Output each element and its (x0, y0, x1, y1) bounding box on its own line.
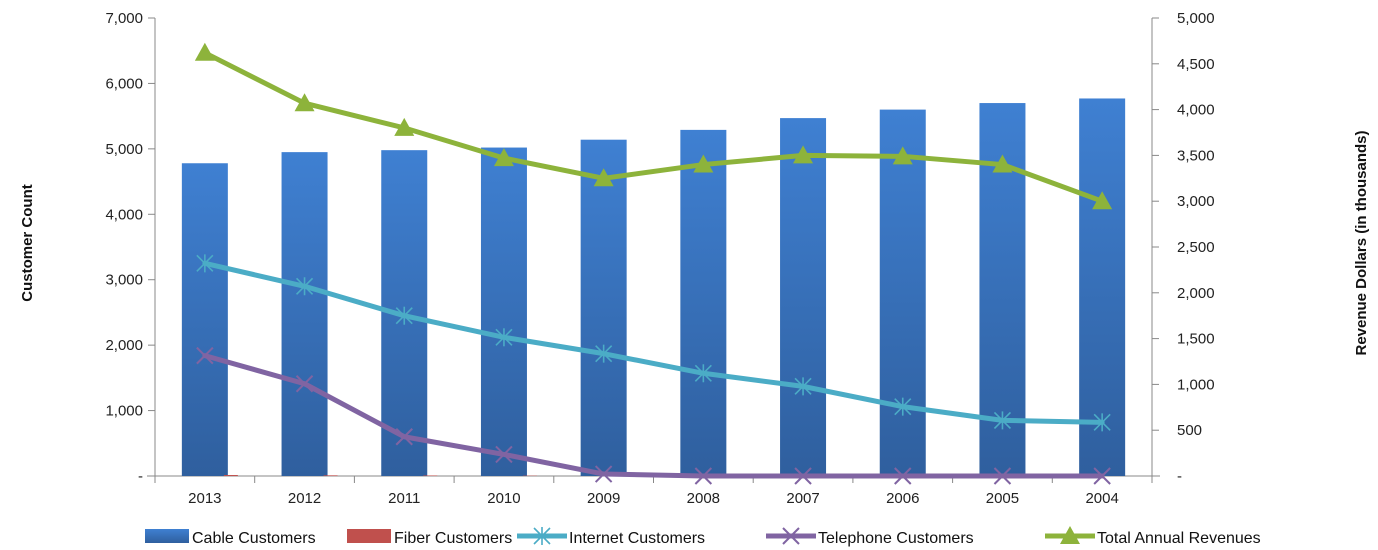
y-right-tick-label: 1,000 (1177, 376, 1215, 393)
point-internet-customers (993, 411, 1012, 430)
bar-cable-customers (281, 152, 328, 476)
x-tick-label: 2012 (288, 490, 321, 507)
line-telephone-customers (202, 353, 1105, 479)
point-internet-customers (794, 377, 812, 396)
bar-fiber-customers (423, 475, 438, 476)
point-internet-customers (1093, 413, 1111, 432)
bar-cable-customers (780, 118, 827, 476)
point-telephone-customers (794, 467, 812, 485)
y-right-tick-label: 2,000 (1177, 285, 1215, 302)
x-tick-label: 2005 (986, 490, 1019, 507)
line-internet-customers (202, 260, 1105, 425)
point-total-annual-revenues (593, 168, 614, 187)
y-axis-right-title: Revenue Dollars (in thousands) (1353, 130, 1370, 355)
point-internet-customers (894, 397, 912, 416)
point-total-annual-revenues (294, 93, 315, 112)
y-right-tick-label: 5,000 (1177, 10, 1215, 27)
legend-label-fiber-customers: Fiber Customers (394, 530, 512, 547)
x-tick-label: 2004 (1085, 490, 1118, 507)
y-left-tick-label: 1,000 (105, 403, 143, 420)
line-total-annual-revenues (202, 50, 1105, 204)
bar-cable-customers (580, 139, 627, 476)
y-left-tick-label: 7,000 (105, 10, 143, 27)
bar-cable-customers (480, 147, 527, 476)
point-telephone-customers (196, 346, 214, 365)
y-right-tick-label: 1,500 (1177, 331, 1215, 348)
legend: Cable Customers Fiber Customers Internet C… (145, 526, 1261, 547)
point-telephone-customers (993, 467, 1012, 485)
legend-marker-total-annual-revenues (1060, 526, 1080, 544)
legend-label-telephone-customers: Telephone Customers (818, 530, 974, 547)
point-internet-customers (595, 344, 613, 363)
y-right-tick-label: 4,000 (1177, 102, 1215, 119)
bar-cable-customers (680, 129, 727, 476)
x-tick-label: 2008 (687, 490, 720, 507)
point-telephone-customers (694, 467, 713, 485)
y-left-tick-label: 5,000 (105, 141, 143, 158)
bar-cable-customers (1079, 98, 1126, 476)
y-left-tick-label: 2,000 (105, 337, 143, 354)
y-right-tick-label: 3,500 (1177, 147, 1215, 164)
y-left-tick-label: 4,000 (105, 206, 143, 223)
point-telephone-customers (894, 467, 912, 485)
x-tick-label: 2010 (487, 490, 520, 507)
tick-labels: - 1,000 2,000 3,000 4,000 5,000 6,000 7,000 - 500… (105, 10, 1214, 507)
bar-cable-customers (879, 109, 926, 476)
y-left-tick-label: 6,000 (105, 75, 143, 92)
y-right-tick-label: 500 (1177, 422, 1202, 439)
y-left-tick-label: 3,000 (105, 272, 143, 289)
legend-label-internet-customers: Internet Customers (569, 530, 705, 547)
point-internet-customers (495, 328, 513, 347)
point-internet-customers (694, 364, 712, 383)
point-total-annual-revenues (194, 42, 215, 61)
point-total-annual-revenues (793, 145, 814, 164)
bars (181, 98, 1126, 477)
point-telephone-customers (1093, 467, 1111, 485)
point-total-annual-revenues (992, 154, 1013, 173)
line-series (194, 42, 1113, 485)
y-left-tick-label: - (138, 468, 143, 485)
point-telephone-customers (495, 445, 513, 464)
point-internet-customers (395, 306, 413, 325)
point-total-annual-revenues (1092, 191, 1113, 210)
x-tick-label: 2011 (388, 490, 420, 507)
y-right-tick-label: 3,000 (1177, 193, 1215, 210)
bar-cable-customers (181, 163, 228, 476)
bar-fiber-customers (223, 475, 238, 476)
point-total-annual-revenues (693, 154, 714, 173)
point-total-annual-revenues (394, 117, 415, 136)
point-internet-customers (295, 277, 314, 296)
legend-label-cable-customers: Cable Customers (192, 530, 316, 547)
point-telephone-customers (594, 465, 613, 483)
legend-marker-internet-customers (533, 527, 551, 545)
y-right-tick-label: 2,500 (1177, 239, 1215, 256)
y-axis-left-title: Customer Count (19, 184, 36, 302)
legend-marker-telephone-customers (782, 527, 800, 545)
x-tick-label: 2013 (188, 490, 221, 507)
legend-swatch-cable-customers (145, 529, 189, 543)
point-telephone-customers (395, 428, 413, 446)
x-tick-label: 2006 (886, 490, 919, 507)
y-right-tick-label: - (1177, 468, 1182, 485)
point-telephone-customers (295, 375, 314, 393)
x-tick-label: 2009 (587, 490, 620, 507)
x-tick-label: 2007 (786, 490, 819, 507)
point-total-annual-revenues (493, 148, 514, 167)
point-total-annual-revenues (892, 146, 913, 165)
point-internet-customers (196, 254, 214, 273)
legend-swatch-fiber-customers (347, 529, 391, 543)
bar-fiber-customers (323, 475, 338, 476)
y-right-tick-label: 4,500 (1177, 56, 1215, 73)
legend-label-total-annual-revenues: Total Annual Revenues (1097, 530, 1261, 547)
